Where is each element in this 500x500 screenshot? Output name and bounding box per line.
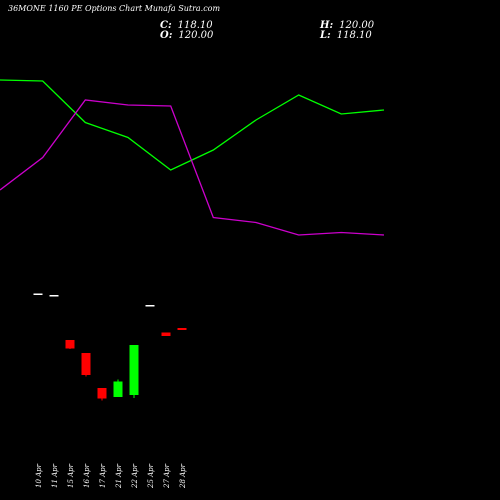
candle-body bbox=[129, 345, 139, 395]
low-readout: L: 118.10 bbox=[320, 30, 372, 41]
low-label: L: bbox=[320, 30, 331, 41]
low-value: 118.10 bbox=[336, 30, 372, 41]
x-tick-label: 27 Apr bbox=[163, 463, 171, 489]
x-tick-label: 28 Apr bbox=[179, 463, 187, 489]
close-value: 118.10 bbox=[177, 20, 213, 31]
x-tick-label: 17 Apr bbox=[99, 463, 107, 488]
x-tick-label: 16 Apr bbox=[83, 463, 91, 488]
candle-body bbox=[33, 293, 43, 295]
candle-body bbox=[177, 328, 187, 330]
candle-body bbox=[65, 340, 75, 349]
close-readout: C: 118.10 bbox=[160, 20, 213, 31]
chart-title: 36MONE 1160 PE Options Chart Munafa Sutr… bbox=[8, 4, 221, 13]
candle-body bbox=[145, 305, 155, 307]
close-label: C: bbox=[160, 20, 172, 31]
candle-body bbox=[161, 332, 171, 336]
x-tick-label: 15 Apr bbox=[67, 463, 75, 488]
candle-body bbox=[97, 388, 107, 399]
x-tick-label: 22 Apr bbox=[131, 463, 139, 489]
x-tick-label: 11 Apr bbox=[51, 463, 59, 488]
x-tick-label: 21 Apr bbox=[115, 463, 123, 489]
candle-body bbox=[49, 295, 59, 297]
candles bbox=[33, 293, 187, 401]
open-readout: O: 120.00 bbox=[160, 30, 213, 41]
open-value: 120.00 bbox=[178, 30, 214, 41]
high-value: 120.00 bbox=[339, 20, 375, 31]
x-tick-label: 25 Apr bbox=[147, 463, 155, 489]
indicator-line-2 bbox=[0, 99, 385, 236]
high-label: H: bbox=[320, 20, 334, 31]
open-label: O: bbox=[160, 30, 173, 41]
x-axis-ticks: 10 Apr 11 Apr 15 Apr 16 Apr 17 Apr 21 Apr 22 A… bbox=[35, 463, 187, 489]
indicator-lines bbox=[0, 79, 385, 236]
candle-body bbox=[113, 381, 123, 397]
candle-body bbox=[81, 353, 91, 375]
high-readout: H: 120.00 bbox=[320, 20, 374, 31]
x-tick-label: 10 Apr bbox=[35, 463, 43, 488]
